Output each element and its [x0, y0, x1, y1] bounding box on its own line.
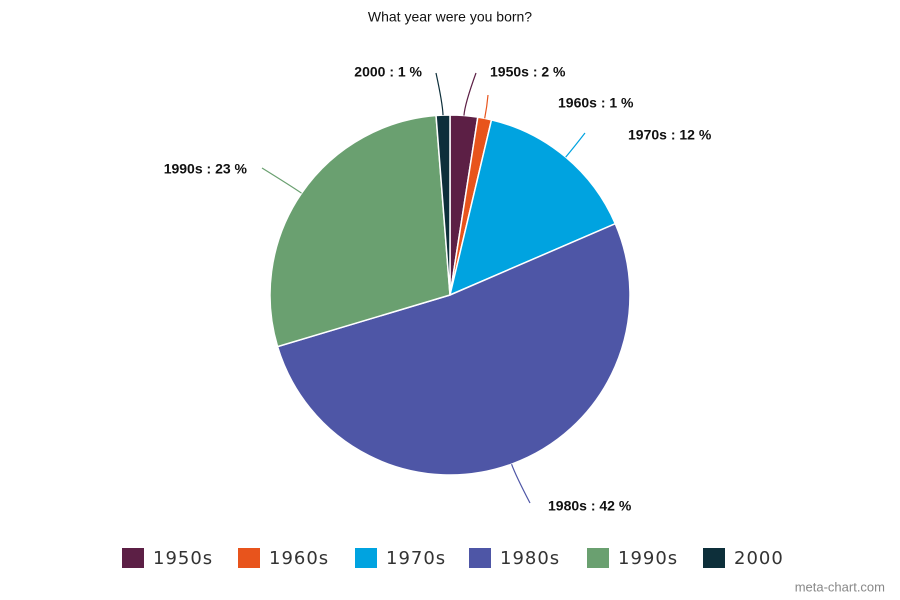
legend-label: 1950s — [153, 548, 213, 569]
leader-line — [484, 94, 489, 119]
leader-line — [565, 132, 586, 158]
watermark: meta-chart.com — [795, 579, 885, 594]
legend-swatch — [703, 548, 725, 568]
leader-line — [511, 463, 531, 504]
legend-swatch — [122, 548, 144, 568]
legend-label: 1980s — [500, 548, 560, 569]
chart-title: What year were you born? — [368, 9, 532, 25]
data-label: 2000 : 1 % — [354, 64, 422, 80]
pie-slice — [448, 118, 617, 297]
data-label: 1960s : 1 % — [558, 95, 634, 111]
data-label: 1980s : 42 % — [548, 498, 632, 514]
legend-swatch — [238, 548, 260, 568]
legend-swatch — [469, 548, 491, 568]
data-label: 1970s : 12 % — [628, 127, 712, 143]
data-label: 1950s : 2 % — [490, 64, 566, 80]
data-label: 1990s : 23 % — [164, 161, 248, 177]
legend-swatch — [587, 548, 609, 568]
leader-line — [435, 72, 444, 116]
pie-slice — [276, 222, 631, 476]
leader-line — [261, 167, 302, 194]
leader-line — [463, 72, 477, 116]
legend-label: 1970s — [386, 548, 446, 569]
legend-swatch — [355, 548, 377, 568]
legend-label: 1960s — [269, 548, 329, 569]
legend-label: 2000 — [734, 548, 784, 569]
legend-label: 1990s — [618, 548, 678, 569]
pie-slice — [269, 114, 451, 348]
